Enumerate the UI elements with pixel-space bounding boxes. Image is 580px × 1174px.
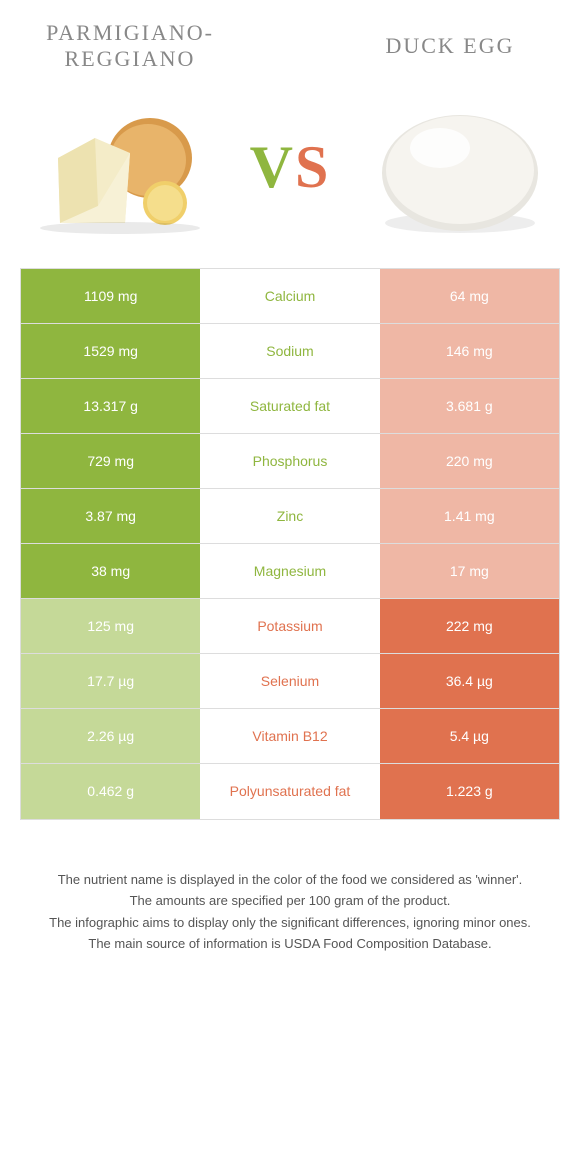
left-value: 125 mg [21,599,200,653]
right-food-title: DUCK EGG [350,33,550,59]
left-value: 38 mg [21,544,200,598]
right-value: 146 mg [380,324,559,378]
left-value: 1529 mg [21,324,200,378]
footer-line-3: The infographic aims to display only the… [30,913,550,933]
hero-row: VS [0,88,580,268]
right-value: 1.41 mg [380,489,559,543]
table-row: 2.26 µgVitamin B125.4 µg [21,709,559,764]
footer-line-1: The nutrient name is displayed in the co… [30,870,550,890]
right-food-image [370,98,550,238]
nutrient-name: Sodium [200,324,379,378]
right-value: 222 mg [380,599,559,653]
right-value: 17 mg [380,544,559,598]
right-value: 220 mg [380,434,559,488]
left-value: 3.87 mg [21,489,200,543]
right-value: 64 mg [380,269,559,323]
left-food-title: PARMIGIANO-REGGIANO [30,20,230,73]
left-value: 1109 mg [21,269,200,323]
nutrient-name: Calcium [200,269,379,323]
vs-label: VS [250,133,331,202]
table-row: 17.7 µgSelenium36.4 µg [21,654,559,709]
table-row: 1109 mgCalcium64 mg [21,269,559,324]
right-value: 5.4 µg [380,709,559,763]
left-value: 0.462 g [21,764,200,819]
nutrient-name: Zinc [200,489,379,543]
left-food-image [30,98,210,238]
nutrient-name: Magnesium [200,544,379,598]
nutrient-name: Polyunsaturated fat [200,764,379,819]
table-row: 13.317 gSaturated fat3.681 g [21,379,559,434]
nutrient-name: Saturated fat [200,379,379,433]
footer-notes: The nutrient name is displayed in the co… [30,870,550,954]
nutrient-name: Phosphorus [200,434,379,488]
footer-line-2: The amounts are specified per 100 gram o… [30,891,550,911]
table-row: 729 mgPhosphorus220 mg [21,434,559,489]
table-row: 125 mgPotassium222 mg [21,599,559,654]
right-value: 3.681 g [380,379,559,433]
left-value: 13.317 g [21,379,200,433]
table-row: 38 mgMagnesium17 mg [21,544,559,599]
vs-s: S [295,134,330,200]
vs-v: V [250,134,295,200]
table-row: 1529 mgSodium146 mg [21,324,559,379]
footer-line-4: The main source of information is USDA F… [30,934,550,954]
nutrient-name: Vitamin B12 [200,709,379,763]
nutrient-name: Potassium [200,599,379,653]
left-value: 17.7 µg [21,654,200,708]
comparison-table: 1109 mgCalcium64 mg1529 mgSodium146 mg13… [20,268,560,820]
nutrient-name: Selenium [200,654,379,708]
table-row: 3.87 mgZinc1.41 mg [21,489,559,544]
right-value: 1.223 g [380,764,559,819]
table-row: 0.462 gPolyunsaturated fat1.223 g [21,764,559,819]
left-value: 2.26 µg [21,709,200,763]
header: PARMIGIANO-REGGIANO DUCK EGG [0,0,580,88]
right-value: 36.4 µg [380,654,559,708]
left-value: 729 mg [21,434,200,488]
